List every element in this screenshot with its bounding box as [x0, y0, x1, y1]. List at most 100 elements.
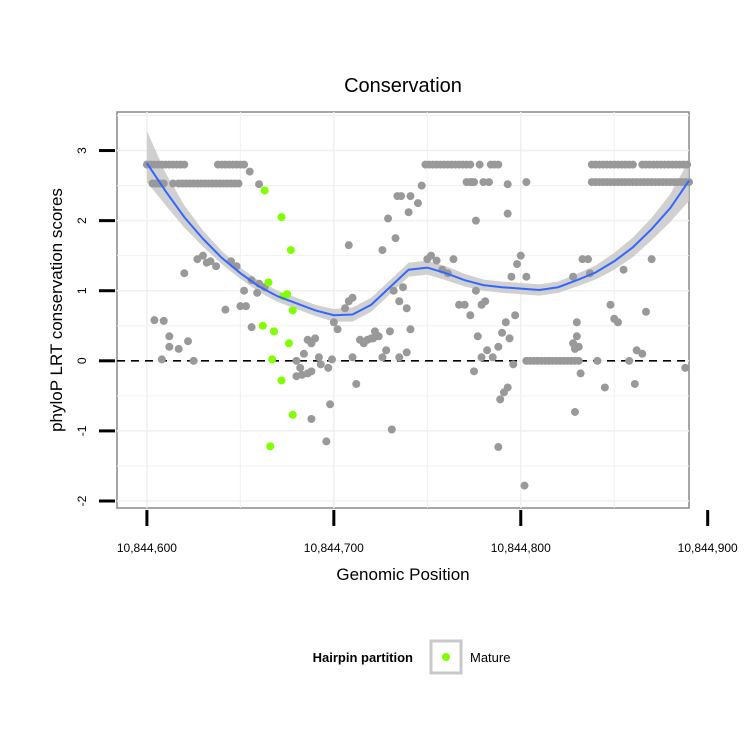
data-point	[471, 216, 480, 225]
data-point	[625, 356, 634, 365]
data-point	[484, 178, 493, 187]
data-point	[572, 332, 581, 341]
data-point	[333, 325, 342, 334]
data-point	[402, 348, 411, 357]
data-point	[488, 353, 497, 362]
data-point	[206, 257, 215, 266]
data-point	[522, 178, 531, 187]
data-point	[483, 346, 492, 355]
data-point	[593, 356, 602, 365]
data-point	[520, 481, 529, 490]
data-point	[247, 323, 256, 332]
data-point	[389, 286, 398, 295]
data-point	[584, 255, 593, 264]
plot-panel	[116, 111, 690, 509]
legend-mature-dot	[442, 653, 450, 661]
x-tick-label: 10,844,600	[117, 541, 177, 555]
data-point	[613, 318, 622, 327]
y-axis: -2 -1 0 1 2 3	[75, 147, 115, 506]
data-point	[385, 327, 394, 336]
legend-key	[429, 639, 463, 675]
data-point	[406, 325, 415, 334]
data-point-mature	[268, 355, 277, 364]
data-point-mature	[286, 246, 295, 255]
data-points	[142, 160, 693, 490]
data-point	[311, 334, 320, 343]
data-point-mature	[270, 327, 279, 336]
data-point	[341, 304, 350, 313]
data-point	[159, 316, 168, 325]
data-point	[316, 360, 325, 369]
data-point	[681, 363, 690, 372]
data-point-mature	[288, 410, 297, 419]
data-point	[642, 307, 651, 316]
data-point	[576, 369, 585, 378]
data-point	[570, 407, 579, 416]
data-point	[255, 180, 264, 189]
data-point	[494, 443, 503, 452]
data-point	[569, 272, 578, 281]
data-point	[212, 262, 221, 271]
y-tick-label: -1	[75, 425, 89, 436]
data-point	[498, 328, 507, 337]
data-point	[329, 318, 338, 327]
data-point	[406, 192, 415, 201]
data-point	[180, 269, 189, 278]
data-point	[600, 383, 609, 392]
data-point	[432, 256, 441, 265]
data-point-mature	[264, 278, 273, 287]
data-point	[638, 349, 647, 358]
data-point	[307, 414, 316, 423]
data-point	[378, 246, 387, 255]
data-point	[348, 293, 357, 302]
data-point	[399, 283, 407, 292]
data-point	[522, 272, 531, 281]
y-tick-label: 3	[75, 147, 89, 154]
data-point	[344, 241, 353, 250]
data-point	[189, 356, 198, 365]
data-point	[298, 370, 307, 379]
data-point	[505, 334, 514, 343]
data-point	[322, 437, 331, 446]
data-point	[184, 337, 193, 346]
data-point	[572, 318, 581, 327]
data-point	[466, 160, 475, 169]
data-point	[460, 300, 469, 309]
data-point	[473, 332, 482, 341]
data-point	[494, 342, 503, 351]
data-point	[569, 339, 578, 348]
data-point	[240, 160, 249, 169]
data-point	[503, 383, 512, 392]
y-axis-title: phyloP LRT conservation scores	[47, 188, 66, 432]
data-point	[427, 251, 436, 260]
data-point	[326, 400, 335, 409]
data-point	[240, 286, 249, 295]
data-point	[299, 349, 308, 358]
data-point	[516, 251, 525, 260]
x-axis: 10,844,600 10,844,700 10,844,800 10,844,900	[117, 510, 738, 555]
data-point	[628, 160, 637, 169]
data-point	[391, 234, 400, 243]
chart-title: Conservation	[344, 75, 462, 97]
data-point	[449, 255, 458, 264]
data-point	[180, 160, 189, 169]
legend-title: Hairpin partition	[313, 650, 413, 665]
x-tick-label: 10,844,900	[678, 541, 738, 555]
data-point	[307, 367, 316, 376]
data-point	[455, 300, 464, 309]
smooth-line	[146, 162, 690, 317]
data-point	[503, 180, 512, 189]
data-point	[630, 379, 639, 388]
data-point	[150, 316, 159, 325]
data-point-mature	[258, 321, 267, 330]
data-point	[165, 342, 174, 351]
data-point	[296, 363, 305, 372]
data-point	[234, 179, 243, 188]
data-point-mature	[277, 376, 286, 385]
data-point	[574, 356, 583, 365]
data-point	[397, 192, 406, 201]
data-point	[481, 297, 490, 306]
data-point	[606, 300, 615, 309]
data-point	[509, 360, 518, 369]
